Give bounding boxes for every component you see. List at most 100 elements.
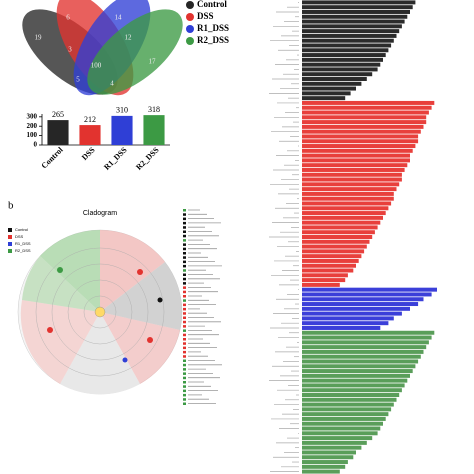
lda-bar [302,144,416,149]
lda-bar [302,191,394,196]
lda-bar [302,187,397,192]
lda-bar [302,325,381,330]
lda-bar [302,77,367,81]
value-label: 265 [52,110,64,119]
cladogram-title: Cladogram [83,210,117,217]
lda-bar [302,464,346,469]
lda-bar [302,211,386,216]
legend-swatch [8,242,12,246]
region-count: 3 [68,46,72,54]
lda-bar [302,72,373,77]
key-swatch [183,393,186,397]
lda-bar [302,397,397,402]
lda-bar [302,196,394,201]
legend-label: R1_DSS [15,241,31,246]
lda-bar [302,5,413,10]
legend-label: R2_DSS [197,35,229,45]
region-count: 14 [115,14,123,22]
key-swatch [183,290,186,294]
lda-bar [302,172,402,177]
lda-bar [302,38,394,43]
lda-bar [302,81,362,86]
lda-bar [302,359,419,364]
key-swatch [183,260,186,264]
lda-bar [302,321,389,326]
panel-label: b [8,200,14,212]
x-tick-label: DSS [80,145,97,162]
bar [111,115,133,145]
key-swatch [183,355,186,358]
key-swatch [183,359,186,362]
key-swatch [183,226,186,229]
lda-bar [302,215,383,220]
lda-bar [302,278,346,283]
lda-bar [302,33,397,38]
key-swatch [183,363,186,367]
value-label: 212 [84,115,96,124]
lda-bar [302,14,408,19]
lda-bar [302,330,435,335]
value-label: 318 [148,105,160,114]
key-swatch [183,295,186,298]
key-swatch [183,209,186,212]
lda-bar [302,163,408,168]
key-swatch [183,368,186,371]
lda-bar [302,445,362,450]
lda-bar [302,139,419,144]
key-swatch [183,299,186,302]
lda-bar [302,388,402,393]
lda-bar [302,373,410,378]
lda-bar [302,297,424,302]
key-swatch [183,230,186,233]
lda-bar [302,349,424,354]
lda-bar [302,96,346,101]
lda-bar [302,436,373,441]
lda-bar [302,369,413,374]
lda-bar [302,53,386,58]
set-ellipse [87,9,183,95]
lda-bar [302,273,348,278]
key-swatch [183,303,186,307]
key-swatch [183,398,186,401]
lda-bar [302,469,340,474]
lda-bar [302,249,365,254]
legend-label: Control [15,227,28,232]
legend-label: Control [197,0,227,9]
lda-bar [302,206,389,211]
lda-bar [302,412,389,417]
legend-marker [186,1,194,9]
lda-bar [302,24,402,29]
key-swatch [183,346,186,350]
lda-bar [302,115,427,120]
lda-bar [302,177,402,182]
legend-swatch [8,228,12,232]
key-swatch [183,234,186,238]
lda-bar [302,110,429,115]
lda-bar [302,383,405,388]
lda-bar [302,158,410,163]
lda-bar [302,268,354,273]
lda-bar [302,29,400,34]
key-swatch [183,312,186,315]
lda-bar [302,263,356,268]
value-label: 310 [116,106,128,115]
region-count: 6 [66,14,70,22]
lda-bar [302,86,356,91]
lda-bar [302,282,340,287]
key-swatch [183,273,186,276]
legend-marker [186,25,194,33]
lda-bar [302,455,354,460]
lda-bar [302,62,381,67]
legend-swatch [8,249,12,253]
lda-bar [302,91,351,96]
y-tick-label: 200 [27,122,38,130]
key-swatch [183,316,186,319]
region-count: 12 [125,34,133,42]
x-tick-label: R1_DSS [102,145,129,172]
key-swatch [183,385,186,388]
key-swatch [183,320,186,324]
lda-bar [302,124,424,129]
key-swatch [183,243,186,246]
lda-bar [302,416,386,421]
lda-bar [302,220,381,225]
